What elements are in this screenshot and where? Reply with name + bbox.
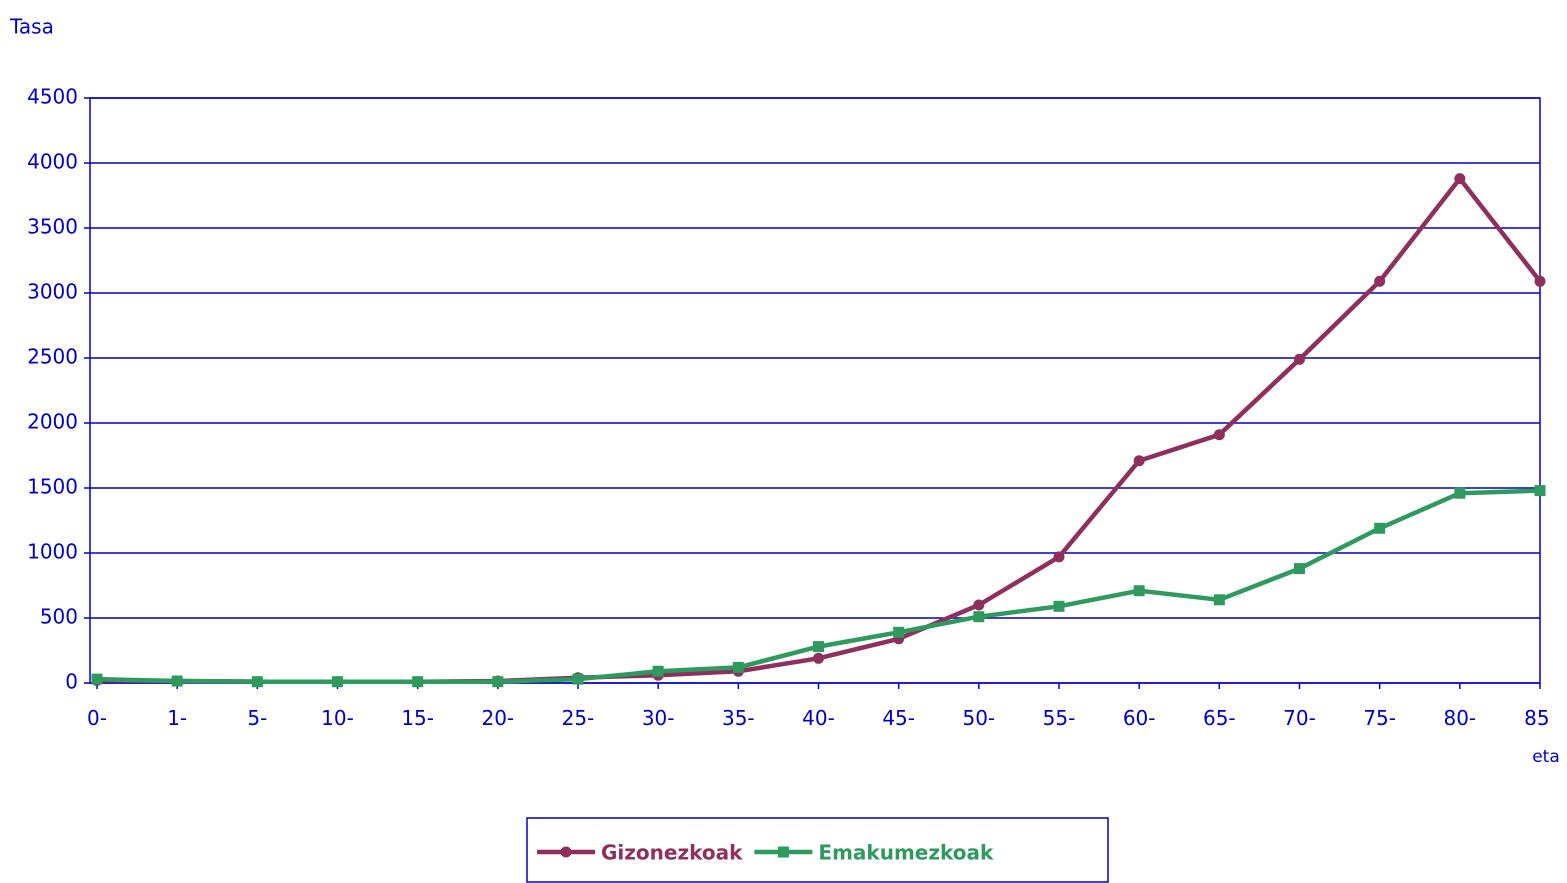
plot-frame [89,97,1541,684]
x-tick-label: 40- [802,706,835,730]
marker [973,611,985,623]
y-tick-label: 1500 [27,475,78,499]
marker [171,675,183,687]
y-tick-label: 500 [40,605,78,629]
marker [412,676,424,688]
x-tick-label: 20- [481,706,514,730]
marker [973,599,985,611]
y-tick-label: 4500 [27,85,78,109]
marker [1534,485,1546,497]
x-tick-label: 85 eta [1524,706,1560,768]
x-tick-label: 55- [1043,706,1076,730]
legend-label: Gizonezkoak [601,841,743,865]
marker [1294,563,1305,575]
marker [1454,487,1466,499]
x-tick-label: 60- [1123,706,1156,730]
y-tick-label: 2500 [27,345,78,369]
marker [813,652,824,664]
marker [777,846,789,858]
marker [1133,455,1145,467]
marker [1213,429,1225,441]
y-tick-label: 3000 [27,280,78,304]
x-tick-label: 50- [962,706,995,730]
marker [1053,600,1065,612]
y-axis-label: Tasa [9,15,54,39]
y-tick-label: 0 [65,670,78,694]
x-tick-label: 75- [1363,706,1396,730]
marker [332,676,343,688]
x-tick-label: 65- [1203,706,1236,730]
x-tick-label: 10- [321,706,354,730]
y-tick-label: 2000 [27,410,78,434]
marker [251,676,263,688]
y-tick-label: 1000 [27,540,78,564]
marker [893,626,905,638]
x-tick-label: 0- [87,706,107,730]
marker [1374,275,1386,287]
marker [1294,353,1305,365]
marker [732,661,744,673]
marker [1213,594,1225,606]
marker [572,673,584,685]
x-tick-label: 5- [247,706,267,730]
legend-box [526,817,1109,883]
y-tick-label: 3500 [27,215,78,239]
series-line [96,176,1542,684]
marker [652,665,664,677]
marker [813,641,824,653]
marker [91,673,103,685]
x-tick-label: 80- [1443,706,1476,730]
marker [560,846,572,858]
x-tick-label: 45- [882,706,915,730]
marker [1454,173,1466,185]
x-tick-label: 15- [401,706,434,730]
x-tick-label: 30- [642,706,675,730]
marker [492,676,504,688]
y-tick-label: 4000 [27,150,78,174]
legend: Gizonezkoak Emakumezkoak [526,817,1109,883]
marker [1133,585,1145,597]
x-tick-label: 70- [1283,706,1316,730]
x-tick-label: 1- [167,706,187,730]
legend-label: Emakumezkoak [818,841,994,865]
x-tick-label: 25- [562,706,595,730]
x-tick-label: 35- [722,706,755,730]
marker [1053,551,1065,563]
marker [1374,522,1386,534]
marker [1534,275,1546,287]
